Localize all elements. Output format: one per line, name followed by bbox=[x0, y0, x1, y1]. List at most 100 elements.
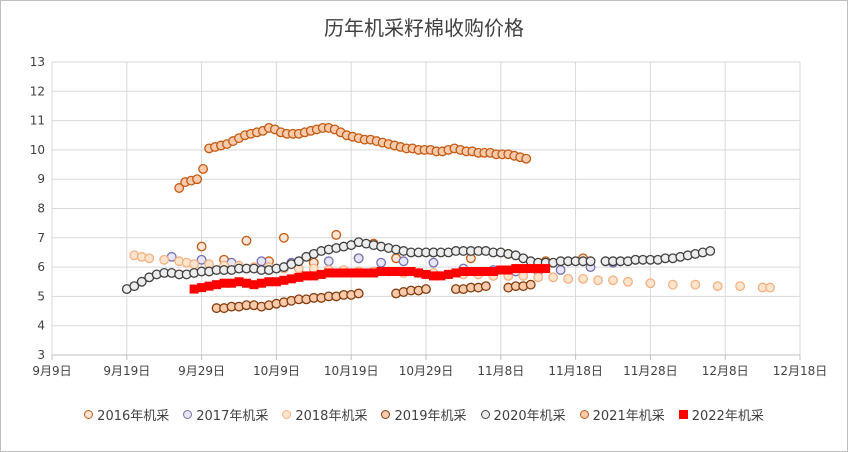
data-point bbox=[421, 269, 431, 279]
series-4 bbox=[211, 279, 536, 314]
legend-item: 2021年机采 bbox=[579, 405, 665, 424]
data-point bbox=[189, 259, 200, 270]
data-point bbox=[354, 268, 364, 278]
data-point bbox=[399, 266, 409, 276]
data-point bbox=[331, 268, 341, 278]
legend-label: 2017年机采 bbox=[196, 408, 269, 424]
legend-label: 2021年机采 bbox=[592, 408, 665, 424]
data-point bbox=[421, 284, 431, 295]
legend-item: 2017年机采 bbox=[183, 405, 268, 424]
data-point bbox=[324, 268, 334, 278]
data-point bbox=[428, 257, 439, 268]
data-point bbox=[563, 273, 574, 284]
x-tick-label: 11月28日 bbox=[623, 364, 678, 378]
x-tick-label: 11月18日 bbox=[548, 364, 603, 378]
data-point bbox=[204, 281, 214, 291]
y-tick-label: 3 bbox=[37, 348, 45, 362]
data-point bbox=[406, 266, 416, 276]
data-point bbox=[521, 153, 532, 164]
data-point bbox=[541, 264, 551, 274]
data-point bbox=[256, 278, 266, 288]
data-point bbox=[414, 268, 424, 278]
data-point bbox=[585, 256, 596, 267]
legend-item: 2019年机采 bbox=[381, 405, 467, 424]
legend-marker bbox=[678, 409, 688, 419]
data-point bbox=[533, 264, 543, 274]
data-point bbox=[293, 256, 304, 267]
legend-marker bbox=[183, 409, 193, 419]
data-point bbox=[428, 271, 438, 281]
series-6 bbox=[174, 122, 532, 193]
legend-label: 2018年机采 bbox=[295, 408, 368, 424]
data-point bbox=[480, 281, 491, 292]
legend-item: 2022年机采 bbox=[678, 405, 764, 424]
data-point bbox=[264, 277, 274, 287]
data-point bbox=[159, 254, 170, 265]
data-point bbox=[496, 265, 506, 275]
data-point bbox=[249, 280, 259, 290]
data-point bbox=[608, 275, 618, 286]
data-point bbox=[323, 256, 334, 267]
legend-label: 2022年机采 bbox=[691, 408, 764, 424]
x-tick-label: 10月29日 bbox=[399, 364, 454, 378]
data-point bbox=[197, 283, 207, 293]
data-point bbox=[488, 266, 498, 276]
legend-marker bbox=[381, 409, 391, 419]
data-point bbox=[219, 278, 229, 288]
data-point bbox=[473, 266, 483, 276]
data-point bbox=[436, 271, 446, 281]
data-point bbox=[376, 257, 387, 268]
y-tick-label: 8 bbox=[37, 202, 45, 216]
data-point bbox=[198, 163, 209, 174]
data-point bbox=[533, 272, 544, 283]
data-point bbox=[593, 275, 603, 286]
data-point bbox=[331, 229, 342, 240]
data-point bbox=[286, 274, 296, 284]
x-tick-label: 11月8日 bbox=[477, 364, 524, 378]
data-point bbox=[294, 272, 304, 282]
data-point bbox=[391, 266, 401, 276]
data-point bbox=[136, 276, 147, 287]
data-point bbox=[227, 278, 237, 288]
data-point bbox=[192, 174, 203, 185]
legend-label: 2019年机采 bbox=[394, 408, 467, 424]
y-tick-label: 7 bbox=[37, 231, 45, 245]
data-point bbox=[316, 269, 326, 279]
data-point bbox=[511, 264, 521, 274]
y-tick-label: 11 bbox=[30, 114, 45, 128]
x-tick-label: 9月29日 bbox=[178, 364, 225, 378]
data-point bbox=[234, 277, 244, 287]
data-point bbox=[690, 279, 701, 290]
legend-item: 2020年机采 bbox=[480, 405, 566, 424]
data-point bbox=[271, 277, 281, 287]
data-point bbox=[301, 271, 311, 281]
data-point bbox=[578, 273, 589, 284]
data-point bbox=[241, 278, 251, 288]
legend-marker bbox=[282, 409, 292, 419]
y-tick-label: 9 bbox=[37, 172, 45, 186]
data-point bbox=[458, 266, 468, 276]
data-point bbox=[369, 268, 379, 278]
data-point bbox=[623, 276, 633, 287]
legend-item: 2018年机采 bbox=[282, 405, 367, 424]
data-point bbox=[384, 266, 394, 276]
data-point bbox=[503, 265, 513, 275]
legend: 2016年机采 2017年机采 2018年机采 2019年机采 2020年机采 2021年… bbox=[0, 402, 848, 426]
data-point bbox=[645, 278, 656, 289]
data-point bbox=[144, 253, 155, 264]
data-point bbox=[189, 284, 199, 294]
data-point bbox=[196, 254, 207, 265]
data-point bbox=[765, 282, 776, 293]
data-point bbox=[241, 235, 252, 246]
data-point bbox=[443, 269, 453, 279]
data-point bbox=[712, 281, 723, 292]
legend-marker bbox=[480, 409, 490, 419]
data-point bbox=[481, 266, 491, 276]
legend-marker bbox=[579, 409, 589, 419]
data-point bbox=[518, 264, 528, 274]
x-tick-label: 9月9日 bbox=[32, 364, 71, 378]
data-point bbox=[525, 279, 536, 290]
data-point bbox=[339, 268, 349, 278]
